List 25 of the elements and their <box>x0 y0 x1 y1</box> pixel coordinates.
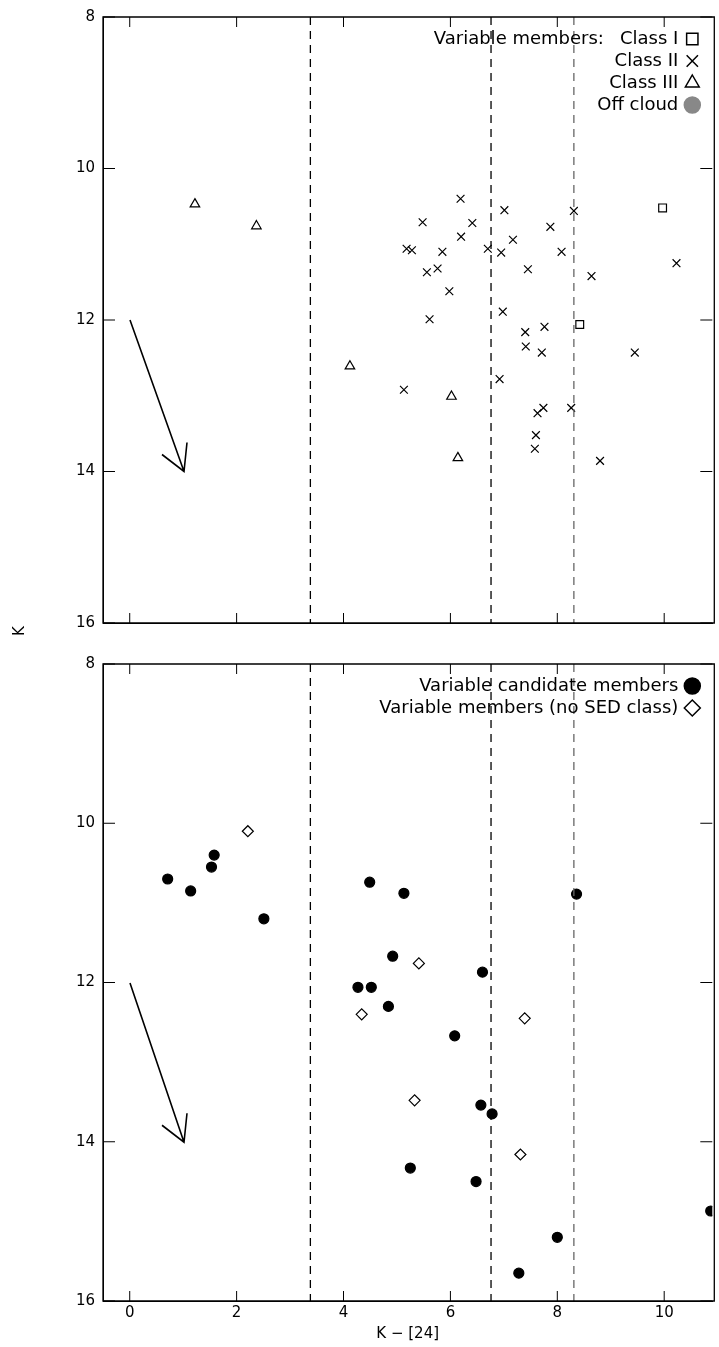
x-tick-label: 2 <box>231 1302 242 1321</box>
y-tick-label: 8 <box>85 6 95 25</box>
x-tick-label: 8 <box>552 1302 563 1321</box>
y-tick-label: 10 <box>75 158 95 177</box>
legend-label: Class II <box>614 48 679 70</box>
y-tick-label: 14 <box>75 1131 95 1150</box>
legend-label: Class I <box>619 26 679 48</box>
y-tick-label: 16 <box>75 612 95 631</box>
x-tick-label: 4 <box>338 1302 349 1321</box>
x-tick-label: 0 <box>124 1302 135 1321</box>
y-tick-label: 12 <box>75 309 95 328</box>
y-tick-label: 12 <box>75 972 95 991</box>
x-tick-label: 6 <box>445 1302 456 1321</box>
x-tick-label: 10 <box>654 1302 674 1321</box>
legend-label: Off cloud <box>597 92 679 114</box>
x-axis-title: K − [24] <box>376 1323 440 1342</box>
y-tick-label: 14 <box>75 461 95 480</box>
legend-title: Variable members: <box>433 26 604 48</box>
legend-label: Variable members (no SED class) <box>379 695 679 717</box>
y-axis-title: K <box>9 626 28 636</box>
y-tick-label: 10 <box>75 813 95 832</box>
y-tick-label: 8 <box>85 653 95 672</box>
legend-label: Class III <box>609 70 679 92</box>
legend-label: Variable candidate members <box>419 673 679 695</box>
y-tick-label: 16 <box>75 1290 95 1309</box>
